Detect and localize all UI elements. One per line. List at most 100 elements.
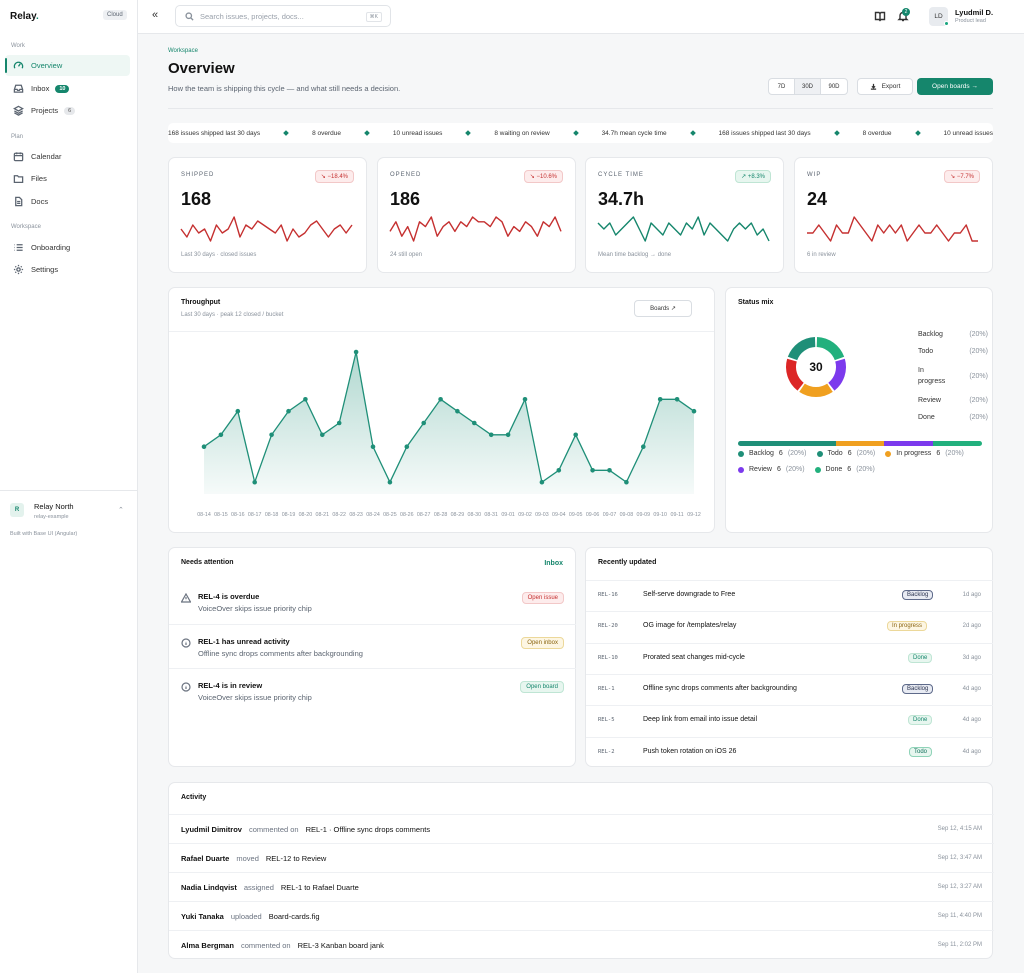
activity-target[interactable]: Board-cards.fig	[268, 911, 320, 921]
data-point[interactable]	[488, 432, 494, 438]
user-name[interactable]: Lyudmil D.	[955, 8, 994, 17]
sparkline-series	[597, 216, 770, 242]
sidebar-item-projects[interactable]: Projects 6	[5, 100, 130, 121]
attention-item[interactable]: REL-4 is overdue VoiceOver skips issue p…	[169, 580, 576, 624]
kpi-card-shipped[interactable]: SHIPPED ↘ −18.4% 168 Last 30 days · clos…	[168, 157, 367, 273]
activity-user[interactable]: Alma Bergman	[181, 940, 234, 950]
attention-item[interactable]: REL-1 has unread activity Offline sync d…	[169, 624, 576, 668]
donut-slice[interactable]	[816, 337, 845, 361]
data-point[interactable]	[201, 444, 207, 449]
open-boards-button[interactable]: Open boards →	[917, 78, 993, 95]
activity-user[interactable]: Lyudmil Dimitrov	[181, 824, 242, 834]
range-7d-button[interactable]: 7D	[769, 79, 795, 94]
data-point[interactable]	[404, 444, 410, 449]
x-tick-label: 09-10	[653, 512, 667, 518]
data-point[interactable]	[438, 397, 443, 402]
data-point[interactable]	[218, 432, 224, 438]
donut-slice[interactable]	[799, 383, 833, 397]
data-point[interactable]	[370, 444, 376, 449]
data-point[interactable]	[607, 468, 612, 473]
data-point[interactable]	[624, 479, 629, 485]
table-row[interactable]: REL-16 Self-serve downgrade to Free Backlo…	[586, 580, 993, 611]
activity-target[interactable]: REL-1 · Offline sync drops comments	[305, 824, 431, 834]
sidebar-item-docs[interactable]: Docs	[5, 191, 130, 212]
activity-target[interactable]: REL-1 to Rafael Duarte	[280, 882, 359, 892]
kpi-card-cycle-time[interactable]: CYCLE TIME ↗ +8.3% 34.7h Mean time backl…	[585, 157, 784, 273]
range-30d-button[interactable]: 30D	[795, 79, 821, 94]
status-badge: Todo	[909, 746, 933, 757]
gauge-icon	[13, 61, 24, 69]
data-point[interactable]	[320, 432, 325, 438]
brand-logo[interactable]: Relay.	[10, 11, 39, 22]
sidebar-item-overview[interactable]: Overview	[5, 55, 130, 76]
sidebar-item-settings[interactable]: Settings	[5, 259, 130, 280]
sidebar-item-inbox[interactable]: Inbox 10	[5, 78, 130, 99]
data-point[interactable]	[556, 468, 562, 473]
list-item[interactable]: Yuki Tanaka uploaded Board-cards.fig Sep 11…	[169, 901, 994, 930]
data-point[interactable]	[303, 397, 308, 402]
export-button[interactable]: Export	[857, 78, 913, 95]
data-point[interactable]	[573, 432, 578, 438]
activity-user[interactable]: Yuki Tanaka	[181, 911, 224, 921]
donut-slice[interactable]	[787, 337, 816, 361]
ticker-separator-icon	[465, 130, 472, 136]
x-tick-label: 09-03	[535, 512, 549, 518]
avatar[interactable]: LD	[929, 7, 948, 26]
boards-button[interactable]: Boards ↗	[634, 300, 692, 317]
data-point[interactable]	[353, 349, 359, 355]
activity-target[interactable]: REL-12 to Review	[265, 853, 327, 863]
timestamp: 4d ago	[962, 748, 981, 755]
kpi-card-wip[interactable]: WIP ↘ −7.7% 24 6 in review	[794, 157, 993, 273]
data-point[interactable]	[505, 432, 511, 438]
status-stack-bar	[738, 441, 982, 446]
data-point[interactable]	[539, 479, 545, 485]
activity-user[interactable]: Nadia Lindqvist	[181, 882, 237, 892]
sidebar-item-calendar[interactable]: Calendar	[5, 146, 130, 167]
donut-slice[interactable]	[786, 358, 804, 391]
activity-target[interactable]: REL-3 Kanban board jank	[297, 940, 384, 950]
data-point[interactable]	[691, 408, 697, 414]
list-item[interactable]: Rafael Duarte moved REL-12 to Review Sep 12…	[169, 843, 994, 872]
chevron-updown-icon[interactable]: ⌃	[118, 507, 124, 514]
data-point[interactable]	[522, 397, 528, 402]
book-icon[interactable]	[874, 10, 886, 22]
data-point[interactable]	[590, 468, 595, 473]
activity-user[interactable]: Rafael Duarte	[181, 853, 230, 863]
data-point[interactable]	[674, 397, 680, 402]
data-point[interactable]	[269, 432, 274, 438]
open-issue-button[interactable]: Open issue	[521, 592, 564, 604]
inbox-link[interactable]: Inbox	[544, 560, 563, 567]
table-row[interactable]: REL-1 Offline sync drops comments after b…	[586, 673, 993, 705]
x-tick-label: 08-18	[265, 512, 279, 518]
donut-slice[interactable]	[828, 358, 846, 391]
data-point[interactable]	[421, 420, 426, 426]
collapse-sidebar-icon[interactable]: «	[152, 9, 159, 21]
range-90d-button[interactable]: 90D	[828, 83, 840, 90]
data-point[interactable]	[252, 479, 257, 485]
data-point[interactable]	[336, 420, 342, 426]
table-row[interactable]: REL-5 Deep link from email into issue det…	[586, 705, 993, 736]
open-board-button[interactable]: Open board	[520, 681, 564, 693]
sidebar-item-onboarding[interactable]: Onboarding	[5, 237, 130, 258]
table-row[interactable]: REL-10 Prorated seat changes mid-cycle Don…	[586, 642, 993, 674]
data-point[interactable]	[472, 420, 477, 426]
table-row[interactable]: REL-20 OG image for /templates/relay In pr…	[586, 611, 993, 642]
org-avatar[interactable]: R	[10, 503, 24, 517]
data-point[interactable]	[286, 408, 291, 414]
kpi-card-opened[interactable]: OPENED ↘ −10.6% 186 24 still open	[377, 157, 576, 273]
data-point[interactable]	[387, 479, 393, 485]
data-point[interactable]	[657, 397, 663, 402]
attention-item[interactable]: REL-4 is in review VoiceOver skips issue…	[169, 668, 576, 712]
table-row[interactable]: REL-2 Push token rotation on iOS 26 Todo 4d…	[586, 736, 993, 768]
org-name[interactable]: Relay North	[34, 502, 74, 511]
search-input[interactable]: Search issues, projects, docs... ⌘K	[175, 5, 391, 27]
data-point[interactable]	[455, 408, 460, 414]
data-point[interactable]	[235, 408, 241, 414]
list-item[interactable]: Alma Bergman commented on REL-3 Kanban boa…	[169, 930, 994, 959]
data-point[interactable]	[641, 444, 646, 449]
list-item[interactable]: Lyudmil Dimitrov commented on REL-1 · Offl…	[169, 814, 994, 843]
breadcrumb[interactable]: Workspace	[168, 48, 198, 54]
open-inbox-button[interactable]: Open inbox	[521, 637, 564, 649]
list-item[interactable]: Nadia Lindqvist assigned REL-1 to Rafael D…	[169, 872, 994, 901]
sidebar-item-files[interactable]: Files	[5, 168, 130, 189]
